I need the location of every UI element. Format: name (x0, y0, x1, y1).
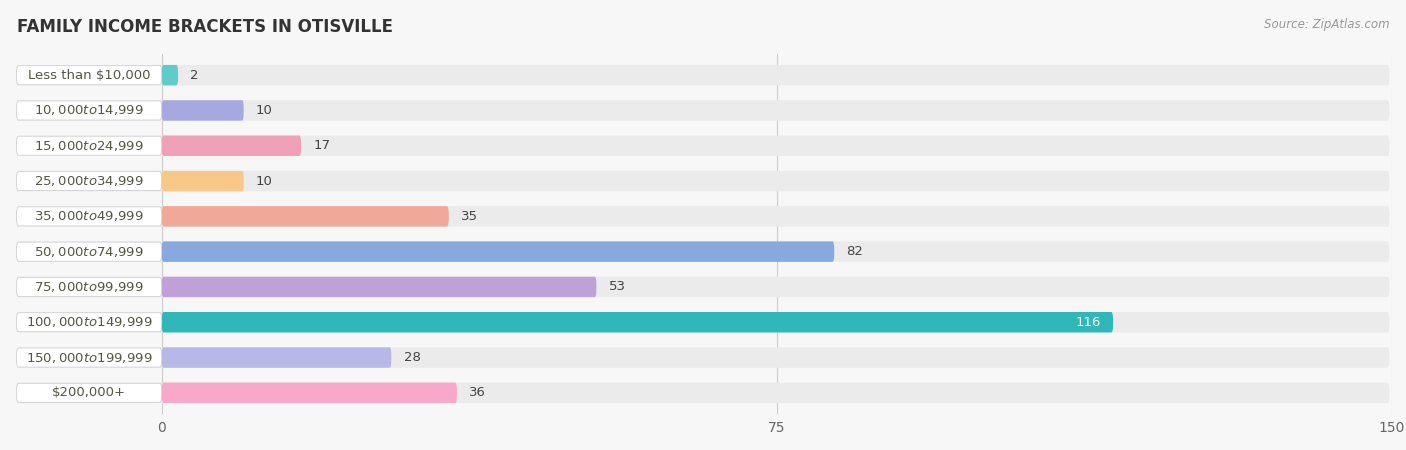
Text: $200,000+: $200,000+ (52, 386, 127, 399)
Text: 82: 82 (846, 245, 863, 258)
Text: Source: ZipAtlas.com: Source: ZipAtlas.com (1264, 18, 1389, 31)
FancyBboxPatch shape (162, 171, 243, 191)
FancyBboxPatch shape (17, 277, 162, 297)
FancyBboxPatch shape (162, 100, 243, 121)
Text: $10,000 to $14,999: $10,000 to $14,999 (34, 104, 143, 117)
Text: $150,000 to $199,999: $150,000 to $199,999 (25, 351, 152, 364)
FancyBboxPatch shape (17, 277, 1389, 297)
FancyBboxPatch shape (17, 241, 1389, 262)
FancyBboxPatch shape (17, 171, 162, 191)
Text: $100,000 to $149,999: $100,000 to $149,999 (25, 315, 152, 329)
FancyBboxPatch shape (17, 312, 1389, 333)
FancyBboxPatch shape (17, 100, 1389, 121)
Text: $25,000 to $34,999: $25,000 to $34,999 (34, 174, 143, 188)
FancyBboxPatch shape (17, 242, 162, 261)
FancyBboxPatch shape (17, 382, 1389, 403)
FancyBboxPatch shape (162, 135, 301, 156)
Text: $50,000 to $74,999: $50,000 to $74,999 (34, 245, 143, 259)
FancyBboxPatch shape (162, 382, 457, 403)
FancyBboxPatch shape (17, 66, 162, 85)
Text: 116: 116 (1076, 316, 1101, 329)
FancyBboxPatch shape (162, 65, 179, 86)
FancyBboxPatch shape (162, 206, 449, 227)
Text: 10: 10 (256, 104, 273, 117)
FancyBboxPatch shape (17, 65, 1389, 86)
Text: Less than $10,000: Less than $10,000 (28, 69, 150, 82)
Text: 35: 35 (461, 210, 478, 223)
FancyBboxPatch shape (17, 136, 162, 155)
FancyBboxPatch shape (17, 383, 162, 402)
FancyBboxPatch shape (17, 206, 1389, 227)
Text: $75,000 to $99,999: $75,000 to $99,999 (34, 280, 143, 294)
Text: $15,000 to $24,999: $15,000 to $24,999 (34, 139, 143, 153)
Text: 17: 17 (314, 139, 330, 152)
FancyBboxPatch shape (17, 135, 1389, 156)
Text: 10: 10 (256, 175, 273, 188)
FancyBboxPatch shape (162, 347, 391, 368)
FancyBboxPatch shape (17, 207, 162, 226)
FancyBboxPatch shape (17, 347, 1389, 368)
Text: $35,000 to $49,999: $35,000 to $49,999 (34, 209, 143, 223)
FancyBboxPatch shape (17, 348, 162, 367)
FancyBboxPatch shape (17, 313, 162, 332)
FancyBboxPatch shape (162, 312, 1114, 333)
FancyBboxPatch shape (17, 101, 162, 120)
Text: FAMILY INCOME BRACKETS IN OTISVILLE: FAMILY INCOME BRACKETS IN OTISVILLE (17, 18, 392, 36)
FancyBboxPatch shape (162, 241, 834, 262)
FancyBboxPatch shape (17, 171, 1389, 191)
FancyBboxPatch shape (162, 277, 596, 297)
Text: 28: 28 (404, 351, 420, 364)
Text: 36: 36 (470, 386, 486, 399)
Text: 53: 53 (609, 280, 626, 293)
Text: 2: 2 (190, 69, 198, 82)
